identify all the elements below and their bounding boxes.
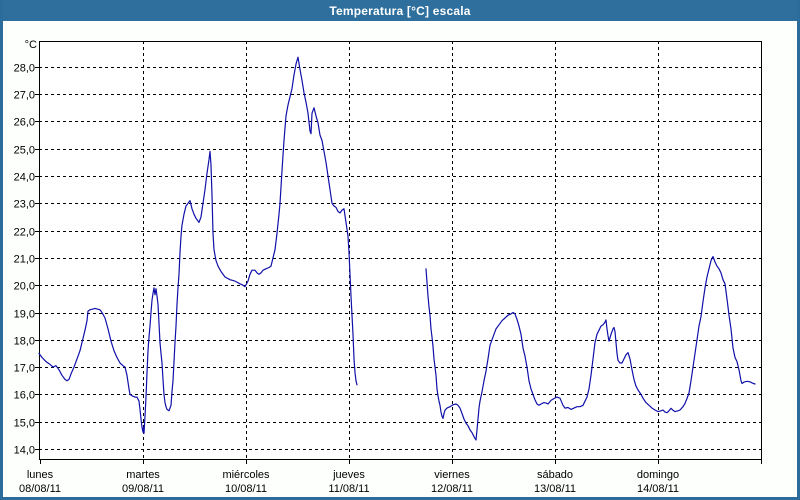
x-tick-date-label: 14/08/11: [637, 483, 679, 495]
x-tick-date-label: 10/08/11: [225, 483, 267, 495]
window-titlebar[interactable]: Temperatura [°C] escala: [3, 0, 797, 21]
y-tick-label: 25,0: [14, 145, 35, 157]
temperature-line-segment: [38, 56, 358, 434]
plot-border: [39, 41, 762, 460]
y-tick-label: 15,0: [14, 418, 35, 430]
x-tick-day-label: martes: [126, 469, 160, 481]
y-tick-label: 20,0: [14, 281, 35, 293]
y-tick-label: 23,0: [14, 199, 35, 211]
window-title: Temperatura [°C] escala: [329, 3, 471, 18]
x-tick-day-label: miércoles: [222, 469, 270, 481]
x-tick-date-label: 12/08/11: [431, 483, 473, 495]
x-tick-day-label: jueves: [332, 469, 365, 481]
plot-background: [39, 41, 761, 459]
x-tick-day-label: lunes: [27, 469, 54, 481]
x-tick-date-label: 13/08/11: [534, 483, 576, 495]
y-tick-label: 17,0: [14, 363, 35, 375]
y-tick-label: 19,0: [14, 309, 35, 321]
temperature-line-segment: [425, 255, 756, 441]
x-tick-day-label: sábado: [537, 469, 573, 481]
y-tick-label: 18,0: [14, 336, 35, 348]
y-tick-label: 22,0: [14, 227, 35, 239]
plot-area: 28,0 27,0 26,0 25,0 24,0 23,0 22,0 21,0 20,0 19,0…: [3, 21, 797, 497]
y-tick-label: 14,0: [14, 445, 35, 457]
y-tick-label: 16,0: [14, 390, 35, 402]
x-tick-date-label: 08/08/11: [19, 483, 61, 495]
y-tick-label: 26,0: [14, 117, 35, 129]
y-tick-label: 24,0: [14, 172, 35, 184]
y-tick-label: 27,0: [14, 90, 35, 102]
x-tick-date-label: 11/08/11: [328, 483, 369, 495]
y-tick-label: 28,0: [14, 63, 35, 75]
y-axis-unit-label: °C: [25, 39, 37, 51]
x-tick-date-label: 09/08/11: [122, 483, 164, 495]
x-tick-day-label: viernes: [434, 469, 470, 481]
x-tick-day-label: domingo: [637, 469, 679, 481]
y-tick-label: 21,0: [14, 254, 35, 266]
temperature-chart-svg: 28,0 27,0 26,0 25,0 24,0 23,0 22,0 21,0 20,0 19,0…: [14, 39, 762, 495]
